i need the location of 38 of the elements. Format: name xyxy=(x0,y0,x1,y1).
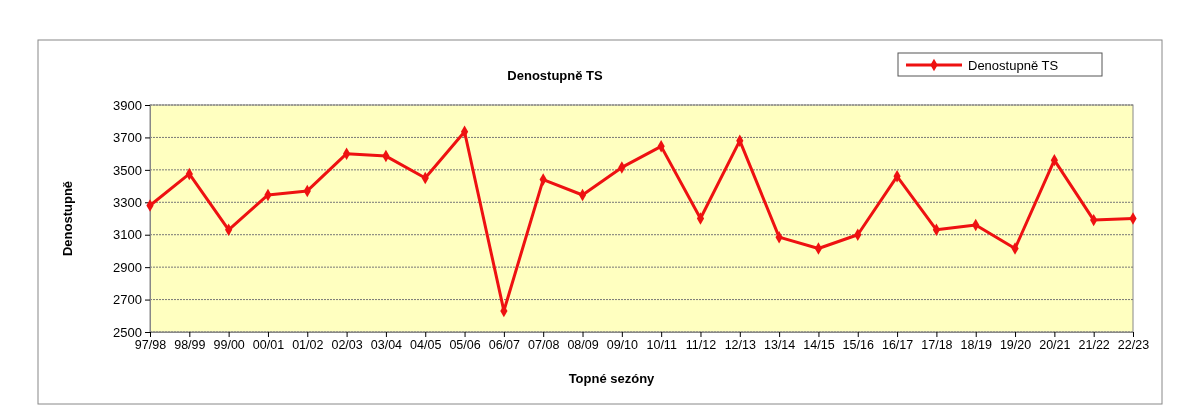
x-tick-label: 17/18 xyxy=(921,337,953,352)
y-tick-label: 3300 xyxy=(113,194,142,210)
y-tick-label: 3500 xyxy=(113,162,142,178)
x-tick-label: 14/15 xyxy=(803,337,835,352)
y-tick-label: 3900 xyxy=(113,97,142,113)
legend-label: Denostupně TS xyxy=(968,57,1059,73)
x-tick-label: 18/19 xyxy=(960,337,992,352)
y-tick-label: 2700 xyxy=(113,292,142,308)
y-tick-label: 3100 xyxy=(113,227,142,243)
x-tick-label: 06/07 xyxy=(488,337,521,352)
y-tick-label: 2900 xyxy=(113,259,142,275)
y-axis-title: Denostupně xyxy=(60,180,75,257)
x-tick-label: 07/08 xyxy=(528,337,560,352)
y-tick-label: 3700 xyxy=(113,130,142,146)
chart-title: Denostupně TS xyxy=(507,68,603,83)
x-tick-label: 13/14 xyxy=(763,337,796,352)
x-tick-label: 99/00 xyxy=(213,337,245,352)
x-tick-label: 04/05 xyxy=(410,337,442,352)
x-tick-label: 00/01 xyxy=(252,337,285,352)
x-tick-label: 22/23 xyxy=(1117,337,1150,352)
x-tick-label: 03/04 xyxy=(370,337,403,352)
x-tick-label: 05/06 xyxy=(449,337,481,352)
x-axis-title: Topné sezóny xyxy=(568,371,656,386)
x-tick-label: 19/20 xyxy=(999,337,1032,352)
x-tick-label: 20/21 xyxy=(1039,337,1071,352)
x-tick-label: 98/99 xyxy=(174,337,206,352)
x-tick-label: 97/98 xyxy=(134,337,167,352)
x-tick-label: 09/10 xyxy=(606,337,639,352)
x-tick-label: 02/03 xyxy=(331,337,363,352)
y-tick-label: 2500 xyxy=(113,324,142,340)
x-tick-label: 16/17 xyxy=(881,337,914,352)
x-tick-label: 10/11 xyxy=(646,337,677,352)
x-tick-label: 08/09 xyxy=(567,337,599,352)
x-tick-label: 15/16 xyxy=(842,337,874,352)
x-tick-label: 01/02 xyxy=(292,337,324,352)
x-tick-label: 21/22 xyxy=(1078,337,1110,352)
x-tick-label: 11/12 xyxy=(685,337,717,352)
x-tick-label: 12/13 xyxy=(724,337,756,352)
